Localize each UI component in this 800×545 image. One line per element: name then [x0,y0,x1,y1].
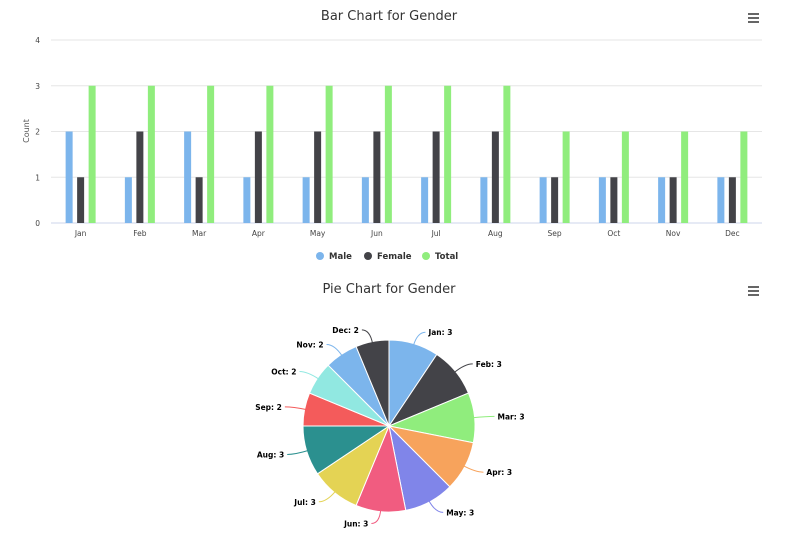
bar-chart-title: Bar Chart for Gender [321,9,458,24]
bar-male-jul[interactable] [421,177,429,223]
pie-data-label: Jul: 3 [293,498,316,507]
x-tick-label: Jan [74,229,87,238]
x-tick-label: Jun [370,229,383,238]
legend-label: Total [435,252,458,262]
pie-data-label: Feb: 3 [476,360,502,369]
bar-female-dec[interactable] [728,177,736,223]
bar-male-may[interactable] [302,177,310,223]
pie-chart-menu-button[interactable] [744,281,764,299]
bar-male-aug[interactable] [480,177,488,223]
hamburger-menu-icon [748,13,759,23]
pie-data-label: Sep: 2 [255,403,282,412]
bar-male-nov[interactable] [658,177,666,223]
legend-label: Male [329,252,352,262]
pie-data-label: Jun: 3 [343,520,368,529]
bar-male-sep[interactable] [539,177,547,223]
bar-male-jan[interactable] [65,131,73,224]
legend-marker [316,252,324,260]
pie-connector-line [318,490,337,503]
bar-total-jan[interactable] [88,85,96,223]
bar-female-mar[interactable] [195,177,203,223]
bar-total-mar[interactable] [207,85,215,223]
x-tick-label: May [310,229,326,238]
bar-male-apr[interactable] [243,177,251,223]
legend-marker [422,252,430,260]
bar-male-feb[interactable] [124,177,132,223]
pie-connector-line [453,363,473,374]
pie-data-label: Mar: 3 [498,412,525,421]
pie-connector-line [428,499,444,513]
pie-data-label: Oct: 2 [271,368,296,377]
bar-male-jun[interactable] [361,177,369,223]
legend-marker [364,252,372,260]
bar-total-may[interactable] [325,85,333,223]
bar-female-jun[interactable] [373,131,381,224]
pie-data-label: May: 3 [446,508,474,517]
pie-data-label: Apr: 3 [486,468,512,477]
bar-female-may[interactable] [314,131,322,224]
bar-male-mar[interactable] [184,131,192,224]
bar-total-sep[interactable] [562,131,570,224]
bar-male-oct[interactable] [598,177,606,223]
x-tick-label: Aug [488,229,503,238]
bar-female-nov[interactable] [669,177,677,223]
bar-female-aug[interactable] [491,131,499,224]
bar-total-aug[interactable] [503,85,511,223]
bar-female-oct[interactable] [610,177,618,223]
pie-data-label: Dec: 2 [332,326,359,335]
pie-connector-line [412,331,426,346]
legend-label: Female [377,252,412,262]
bar-chart: Bar Chart for Gender Count 0 1 2 3 4 Jan Feb M… [22,8,764,262]
pie-chart: Pie Chart for Gender Jan: 3 Feb: 3 Mar: 3 A… [255,281,764,529]
x-tick-label: Dec [725,229,740,238]
bar-female-jul[interactable] [432,131,440,224]
pie-chart-title: Pie Chart for Gender [322,282,456,297]
bar-female-apr[interactable] [254,131,262,224]
pie-data-label: Nov: 2 [296,341,323,350]
bar-female-jan[interactable] [77,177,85,223]
x-tick-label: Jul [431,229,441,238]
bar-total-jun[interactable] [384,85,392,223]
x-tick-label: Nov [666,229,681,238]
x-tick-label: Apr [252,229,266,238]
pie-connector-line [472,415,495,419]
legend-item-total[interactable]: Total [422,252,458,262]
x-tick-label: Feb [133,229,147,238]
legend-item-male[interactable]: Male [316,252,352,262]
x-tick-label: Mar [192,229,207,238]
y-tick-label: 3 [35,82,40,91]
bar-chart-container: Bar Chart for Gender Count 0 1 2 3 4 Jan Feb M… [0,0,800,272]
pie-connector-line [326,344,343,357]
pie-connector-line [462,465,484,473]
y-tick-label: 4 [35,36,40,45]
legend-item-female[interactable]: Female [364,252,412,262]
pie-connector-line [299,371,320,380]
y-tick-label: 1 [35,173,40,182]
x-tick-label: Sep [548,229,562,238]
bar-total-jul[interactable] [444,85,452,223]
bar-total-nov[interactable] [681,131,689,224]
y-tick-label: 2 [35,128,40,137]
pie-connector-line [371,509,382,525]
bar-male-dec[interactable] [717,177,725,223]
pie-chart-container: Pie Chart for Gender Jan: 3 Feb: 3 Mar: 3 A… [0,272,800,545]
bar-chart-menu-button[interactable] [744,8,764,26]
bar-total-feb[interactable] [147,85,155,223]
bar-female-feb[interactable] [136,131,144,224]
x-tick-label: Oct [607,229,620,238]
pie-connector-line [361,329,374,344]
pie-connector-line [284,406,307,411]
hamburger-menu-icon [748,286,759,296]
bar-female-sep[interactable] [551,177,559,223]
bar-total-apr[interactable] [266,85,274,223]
pie-data-label: Jan: 3 [427,328,452,337]
bar-total-dec[interactable] [740,131,748,224]
bar-chart-y-axis-title: Count [22,119,31,143]
bar-total-oct[interactable] [621,131,629,224]
y-tick-label: 0 [35,219,40,228]
pie-data-label: Aug: 3 [257,450,284,459]
pie-connector-line [287,449,309,455]
